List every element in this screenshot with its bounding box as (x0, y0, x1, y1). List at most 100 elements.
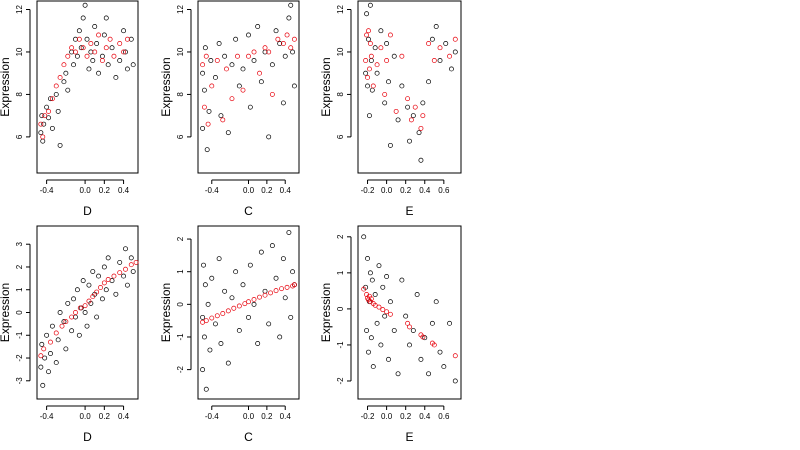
data-point (258, 79, 264, 85)
data-point (101, 280, 107, 286)
data-point (90, 58, 96, 63)
data-point (65, 300, 71, 306)
y-tick-label: 0 (15, 310, 24, 315)
x-tick-label: 0.0 (243, 186, 255, 195)
y-tick-label: 0 (336, 306, 345, 311)
data-point (218, 113, 224, 119)
x-tick-label: -0.4 (40, 186, 54, 195)
data-point (201, 334, 207, 340)
plot-frame (36, 0, 139, 174)
data-point (63, 319, 69, 325)
data-point (405, 96, 411, 102)
data-point (46, 369, 51, 375)
data-point (121, 273, 127, 279)
data-point (200, 314, 206, 320)
data-point (399, 277, 405, 283)
data-point (216, 41, 222, 46)
data-point (113, 291, 119, 297)
data-point (38, 353, 44, 359)
data-point (86, 282, 92, 288)
data-point (412, 104, 418, 110)
data-point (86, 298, 92, 304)
data-point (229, 62, 235, 68)
fitted-series (363, 28, 458, 131)
data-point (101, 264, 107, 270)
data-point (103, 45, 109, 51)
data-point (361, 234, 367, 240)
data-point (204, 147, 210, 153)
data-point (361, 286, 367, 292)
data-point (416, 130, 422, 136)
data-point (42, 113, 48, 119)
x-tick-label: 0.4 (280, 186, 292, 195)
data-point (408, 117, 414, 123)
data-point (393, 108, 399, 114)
data-point (452, 378, 458, 384)
data-point (405, 104, 411, 110)
data-point (280, 256, 286, 262)
data-point (209, 275, 215, 281)
data-point (364, 32, 370, 38)
data-point (49, 125, 55, 131)
data-point (366, 113, 372, 119)
x-tick-label: 0.4 (419, 412, 431, 421)
data-point (262, 45, 268, 51)
data-point (382, 100, 388, 106)
data-point (286, 15, 292, 21)
data-point (65, 53, 71, 59)
data-point (130, 269, 136, 274)
data-point (57, 142, 63, 148)
data-point (61, 62, 67, 68)
data-point (40, 134, 46, 140)
data-point (240, 282, 246, 288)
y-tick-label: 2 (336, 234, 345, 239)
y-tick-label: 12 (336, 4, 345, 13)
data-point (117, 259, 123, 265)
observed-series (38, 2, 136, 148)
y-tick-label: 8 (336, 92, 345, 97)
plot-frame (197, 225, 300, 400)
fitted-series (38, 32, 130, 140)
data-point (90, 294, 96, 300)
data-point (69, 314, 75, 320)
observed-series (361, 234, 458, 384)
data-point (94, 41, 100, 46)
data-point (69, 45, 75, 51)
data-point (39, 113, 45, 119)
x-axis-title: C (244, 430, 253, 444)
data-point (384, 41, 390, 46)
data-point (220, 311, 226, 316)
data-point (426, 371, 432, 377)
data-point (55, 108, 61, 114)
data-point (111, 53, 117, 59)
data-point (48, 96, 53, 102)
data-point (80, 45, 86, 51)
data-point (222, 53, 228, 59)
y-axis-title: Expression (159, 283, 173, 342)
data-point (431, 58, 437, 63)
y-axis-title: Expression (0, 57, 12, 116)
data-point (420, 113, 426, 119)
data-point (105, 62, 111, 68)
data-point (418, 157, 424, 163)
data-point (391, 328, 397, 333)
data-point (395, 371, 401, 377)
plot-frame (36, 225, 139, 400)
data-point (266, 49, 272, 55)
data-point (291, 36, 297, 42)
data-point (201, 104, 207, 110)
data-point (84, 323, 90, 329)
data-point (205, 301, 211, 307)
data-point (49, 96, 55, 102)
data-point (452, 36, 458, 42)
data-point (128, 262, 134, 268)
panel-3: -0.2 0.0 0.2 0.4 0.6 6 8 10 12 E Expression (319, 0, 462, 218)
x-tick-label: -0.2 (361, 186, 375, 195)
data-point (273, 28, 279, 34)
data-point (452, 49, 458, 55)
data-point (42, 355, 48, 361)
data-point (38, 364, 44, 370)
data-point (61, 319, 67, 325)
data-point (220, 117, 226, 123)
data-point (121, 28, 127, 34)
